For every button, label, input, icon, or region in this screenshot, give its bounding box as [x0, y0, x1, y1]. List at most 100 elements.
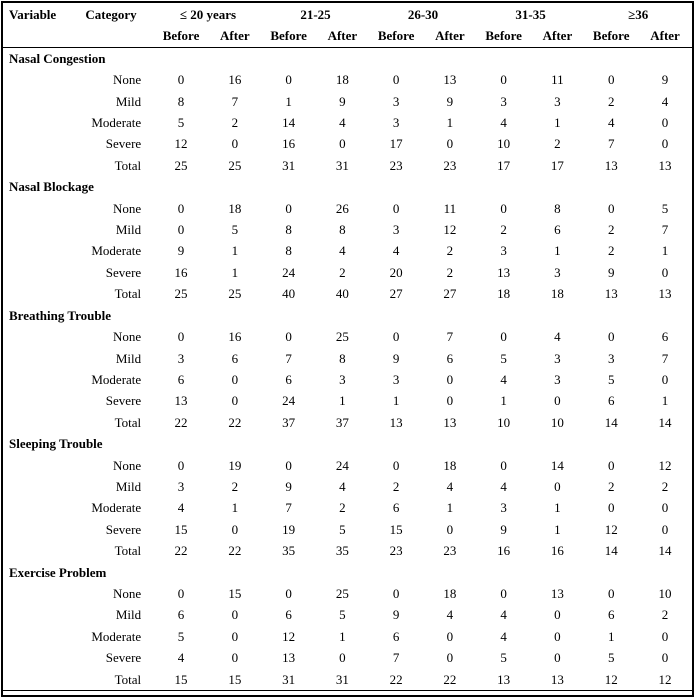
- value-cell: 0: [392, 200, 400, 216]
- table-row: Severe 16 1 24 2 20 2 13 3 9 0: [3, 262, 692, 283]
- variable-spacer-cell: [3, 326, 68, 347]
- category-cell: None: [113, 72, 142, 88]
- table-row: None 0 16 0 25 0 7 0 4 0 6: [3, 326, 692, 347]
- value-cell: 0: [607, 200, 615, 216]
- category-cell: Severe: [105, 521, 142, 537]
- value-cell: 7: [607, 136, 615, 152]
- value-cell: 13: [389, 414, 403, 430]
- value-cell: 9: [446, 93, 454, 109]
- value-cell: 14: [282, 115, 296, 131]
- value-cell: 10: [550, 414, 564, 430]
- value-cell: 6: [177, 371, 185, 387]
- variable-spacer-cell: [3, 604, 68, 625]
- table-row: None 0 15 0 25 0 18 0 13 0 10: [3, 583, 692, 604]
- value-cell: 1: [500, 393, 507, 409]
- section-row: Breathing Trouble: [3, 305, 692, 326]
- value-cell: 0: [446, 628, 454, 644]
- value-cell: 6: [446, 350, 454, 366]
- value-cell: 0: [554, 478, 561, 494]
- value-cell: 0: [177, 457, 185, 473]
- section-heading: Nasal Blockage: [9, 179, 94, 195]
- value-cell: 4: [446, 478, 454, 494]
- value-cell: 0: [661, 500, 669, 516]
- header-spacer-category: [67, 25, 155, 48]
- section-heading: Exercise Problem: [9, 564, 107, 580]
- value-cell: 14: [658, 414, 672, 430]
- value-cell: 2: [661, 607, 669, 623]
- category-cell: Moderate: [91, 628, 142, 644]
- value-cell: 0: [554, 393, 561, 409]
- value-cell: 5: [500, 350, 507, 366]
- value-cell: 5: [339, 607, 346, 623]
- value-cell: 25: [228, 286, 242, 302]
- value-cell: 0: [500, 585, 507, 601]
- variable-spacer-cell: [3, 369, 68, 390]
- table-row: Mild 3 2 9 4 2 4 4 0 2 2: [3, 476, 692, 497]
- value-cell: 24: [282, 264, 296, 280]
- value-cell: 12: [174, 136, 188, 152]
- value-cell: 0: [392, 585, 400, 601]
- value-cell: 7: [392, 650, 400, 666]
- category-cell: Severe: [105, 393, 142, 409]
- category-cell: None: [113, 585, 142, 601]
- table-row: Severe 12 0 16 0 17 0 10 2 7 0: [3, 133, 692, 154]
- value-cell: 12: [604, 671, 618, 687]
- value-cell: 13: [497, 264, 511, 280]
- section-row: Exercise Problem: [3, 562, 692, 583]
- value-cell: 24: [282, 393, 296, 409]
- table-row: Mild 6 0 6 5 9 4 4 0 6 2: [3, 604, 692, 625]
- value-cell: 0: [392, 329, 400, 345]
- variable-spacer-cell: [3, 455, 68, 476]
- value-cell: 15: [389, 521, 403, 537]
- category-cell: Total: [114, 543, 142, 559]
- value-cell: 12: [658, 457, 672, 473]
- value-cell: 8: [554, 200, 561, 216]
- value-cell: 17: [389, 136, 403, 152]
- value-cell: 1: [661, 243, 669, 259]
- value-cell: 18: [550, 286, 564, 302]
- value-cell: 6: [392, 628, 400, 644]
- category-cell: Moderate: [91, 243, 142, 259]
- value-cell: 6: [285, 371, 292, 387]
- variable-spacer-cell: [3, 583, 68, 604]
- value-cell: 10: [658, 585, 672, 601]
- value-cell: 9: [661, 72, 669, 88]
- value-cell: 2: [231, 478, 239, 494]
- value-cell: 0: [285, 457, 292, 473]
- value-cell: 2: [446, 243, 454, 259]
- value-cell: 4: [607, 115, 615, 131]
- table-row: Total 25 25 40 40 27 27 18 18 13 13: [3, 283, 692, 304]
- value-cell: 3: [392, 222, 400, 238]
- col-header-before: Before: [476, 25, 531, 48]
- value-cell: 13: [604, 157, 618, 173]
- category-cell: Mild: [115, 350, 142, 366]
- table-row: None 0 19 0 24 0 18 0 14 0 12: [3, 455, 692, 476]
- value-cell: 13: [174, 393, 188, 409]
- value-cell: 14: [550, 457, 564, 473]
- col-header-before: Before: [584, 25, 639, 48]
- value-cell: 12: [282, 628, 296, 644]
- category-cell: Mild: [115, 607, 142, 623]
- value-cell: 7: [231, 93, 239, 109]
- value-cell: 7: [285, 500, 292, 516]
- category-cell: Severe: [105, 650, 142, 666]
- value-cell: 15: [228, 585, 242, 601]
- col-header-after: After: [315, 25, 370, 48]
- variable-spacer-cell: [3, 240, 68, 261]
- value-cell: 22: [228, 414, 242, 430]
- category-cell: None: [113, 329, 142, 345]
- table-row: Moderate 4 1 7 2 6 1 3 1 0 0: [3, 497, 692, 518]
- value-cell: 22: [443, 671, 457, 687]
- value-cell: 4: [500, 628, 507, 644]
- value-cell: 2: [339, 264, 346, 280]
- value-cell: 20: [389, 264, 403, 280]
- variable-spacer-cell: [3, 283, 68, 304]
- value-cell: 16: [497, 543, 511, 559]
- value-cell: 22: [174, 543, 188, 559]
- value-cell: 0: [446, 521, 454, 537]
- value-cell: 4: [339, 115, 346, 131]
- value-cell: 0: [285, 72, 292, 88]
- value-cell: 40: [335, 286, 349, 302]
- value-cell: 35: [282, 543, 296, 559]
- variable-spacer-cell: [3, 112, 68, 133]
